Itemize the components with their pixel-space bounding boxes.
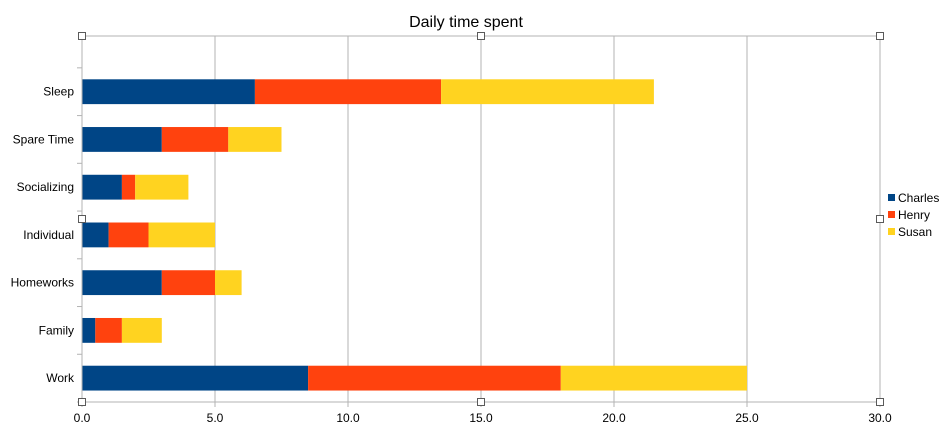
bar-segment-henry[interactable]: [108, 222, 149, 248]
bar-segment-charles[interactable]: [82, 317, 96, 343]
bar-segment-charles[interactable]: [82, 270, 162, 296]
legend-label-susan: Susan: [898, 225, 932, 239]
x-tick-label: 5.0: [207, 411, 224, 425]
selection-handles[interactable]: [78, 32, 884, 406]
x-tick-label: 0.0: [74, 411, 91, 425]
bar-segment-charles[interactable]: [82, 127, 162, 152]
bars: [82, 79, 747, 391]
bar-segment-charles[interactable]: [82, 79, 255, 105]
resize-handle[interactable]: [477, 398, 485, 406]
bar-segment-charles[interactable]: [82, 365, 309, 391]
resize-handle[interactable]: [876, 215, 884, 223]
bar-segment-susan[interactable]: [560, 365, 747, 391]
y-category-label: Sleep: [43, 85, 74, 99]
resize-handle[interactable]: [876, 398, 884, 406]
bar-segment-henry[interactable]: [161, 270, 215, 296]
resize-handle[interactable]: [78, 398, 86, 406]
y-category-label: Work: [46, 371, 75, 385]
bar-segment-henry[interactable]: [121, 174, 136, 200]
resize-handle[interactable]: [876, 32, 884, 40]
bar-segment-susan[interactable]: [441, 79, 654, 105]
bar-segment-henry[interactable]: [161, 127, 229, 152]
bar-segment-susan[interactable]: [148, 222, 216, 248]
chart-title: Daily time spent: [409, 14, 523, 31]
legend-swatch-charles: [888, 194, 895, 201]
bar-segment-susan[interactable]: [121, 317, 162, 343]
bar-segment-susan[interactable]: [215, 270, 242, 296]
y-category-label: Spare Time: [13, 132, 75, 146]
bar-segment-susan[interactable]: [228, 127, 282, 152]
legend-label-charles: Charles: [898, 191, 939, 205]
bar-segment-henry[interactable]: [254, 79, 442, 105]
y-category-label: Socializing: [17, 180, 74, 194]
y-tick-mark: [77, 36, 82, 68]
resize-handle[interactable]: [78, 215, 86, 223]
x-tick-label: 15.0: [469, 411, 493, 425]
y-category-label: Individual: [23, 228, 74, 242]
bar-segment-susan[interactable]: [135, 174, 189, 200]
x-tick-label: 20.0: [602, 411, 626, 425]
bar-segment-charles[interactable]: [82, 174, 122, 200]
y-category-label: Family: [39, 323, 74, 337]
y-category-label: Homeworks: [11, 276, 74, 290]
x-tick-label: 10.0: [336, 411, 360, 425]
legend-label-henry: Henry: [898, 208, 930, 222]
resize-handle[interactable]: [477, 32, 485, 40]
legend-swatch-henry: [888, 211, 895, 218]
legend-swatch-susan: [888, 228, 895, 235]
x-tick-label: 25.0: [735, 411, 759, 425]
legend: Charles Henry Susan: [888, 191, 939, 239]
bar-segment-henry[interactable]: [95, 317, 122, 343]
bar-segment-charles[interactable]: [82, 222, 109, 248]
axes: 0.0 5.0 10.0 15.0 20.0 25.0 30.0 Sleep Spare Tim…: [11, 36, 892, 425]
x-tick-label: 30.0: [868, 411, 892, 425]
bar-segment-henry[interactable]: [308, 365, 561, 391]
resize-handle[interactable]: [78, 32, 86, 40]
